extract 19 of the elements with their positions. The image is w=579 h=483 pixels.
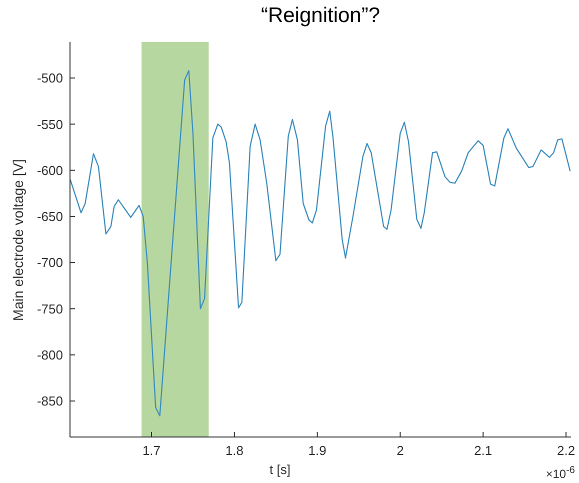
y-tick-label: -650 — [36, 209, 63, 224]
x-axis-title: t [s] — [268, 462, 292, 478]
x-tick-label: 1.8 — [225, 443, 244, 458]
y-tick-label: -750 — [36, 301, 63, 316]
chart-title: “Reignition”? — [260, 4, 382, 28]
x-tick-label: 2.2 — [556, 443, 576, 458]
y-tick-label: -850 — [36, 394, 63, 409]
text: ×10$^{-6}$ — [546, 465, 575, 481]
line-series — [70, 70, 571, 416]
y-tick-label: -800 — [36, 347, 63, 362]
x-tick-label: 1.7 — [142, 443, 161, 458]
x-tick-label: 2 — [396, 443, 404, 458]
x-tick-label: 1.9 — [308, 443, 326, 458]
y-tick-label: -700 — [36, 255, 63, 270]
y-tick-label: -500 — [36, 70, 63, 86]
y-tick-label: -600 — [36, 162, 63, 178]
x-tick-label: 2.1 — [474, 443, 492, 458]
y-tick-label: -550 — [36, 116, 63, 132]
y-axis-title: Main electrode voltage [V] — [10, 159, 26, 321]
